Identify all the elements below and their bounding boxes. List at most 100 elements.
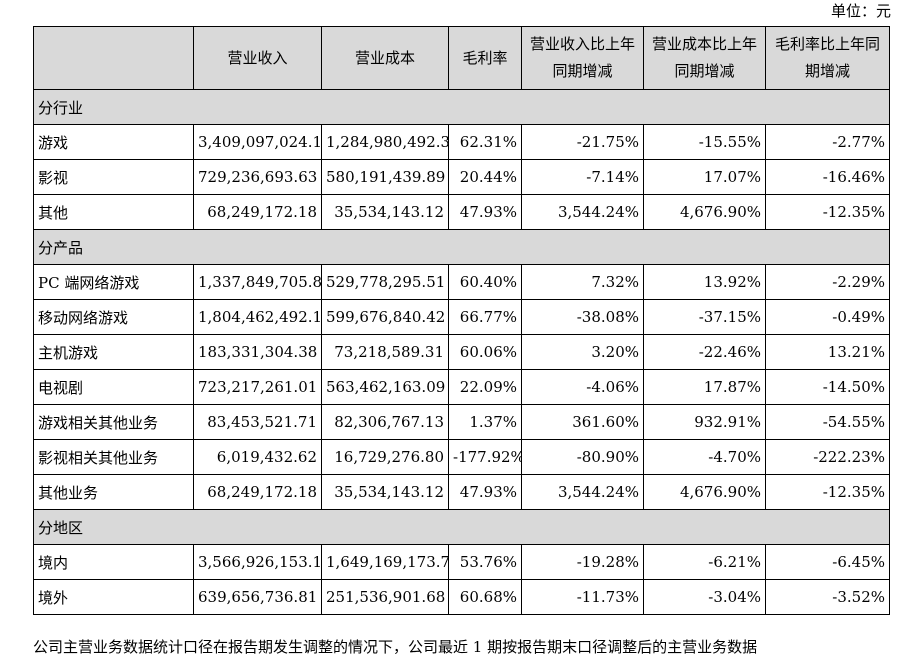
table-cell: -54.55% bbox=[765, 404, 890, 440]
table-cell: 68,249,172.18 bbox=[193, 194, 322, 230]
column-header: 毛利率 bbox=[448, 26, 522, 90]
row-label: 游戏 bbox=[33, 124, 194, 160]
table-cell: 1,337,849,705.84 bbox=[193, 264, 322, 300]
table-cell: 35,534,143.12 bbox=[321, 194, 449, 230]
table-cell: 723,217,261.01 bbox=[193, 369, 322, 405]
table-cell: 3,544.24% bbox=[521, 474, 644, 510]
table-cell: 68,249,172.18 bbox=[193, 474, 322, 510]
section-title: 分地区 bbox=[33, 509, 890, 545]
row-label: 移动网络游戏 bbox=[33, 299, 194, 335]
table-cell: -6.21% bbox=[643, 544, 766, 580]
row-label: 其他 bbox=[33, 194, 194, 230]
table-row: 移动网络游戏 1,804,462,492.18 599,676,840.42 66.7… bbox=[33, 299, 890, 335]
table-cell: -3.52% bbox=[765, 579, 890, 615]
table-cell: 932.91% bbox=[643, 404, 766, 440]
table-cell: 251,536,901.68 bbox=[321, 579, 449, 615]
table-cell: 1,284,980,492.37 bbox=[321, 124, 449, 160]
table-cell: -4.70% bbox=[643, 439, 766, 475]
table-cell: 361.60% bbox=[521, 404, 644, 440]
table-cell: -19.28% bbox=[521, 544, 644, 580]
table-cell: 4,676.90% bbox=[643, 474, 766, 510]
section-row: 分行业 bbox=[33, 89, 890, 125]
table-cell: -2.77% bbox=[765, 124, 890, 160]
table-row: 境外 639,656,736.81 251,536,901.68 60.68% -11.… bbox=[33, 579, 890, 615]
table-cell: 35,534,143.12 bbox=[321, 474, 449, 510]
row-label: 影视相关其他业务 bbox=[33, 439, 194, 475]
footer-note: 公司主营业务数据统计口径在报告期发生调整的情况下，公司最近 1 期按报告期末口径… bbox=[33, 638, 758, 656]
table-cell: -3.04% bbox=[643, 579, 766, 615]
table-cell: -22.46% bbox=[643, 334, 766, 370]
table-cell: 73,218,589.31 bbox=[321, 334, 449, 370]
table-row: 影视 729,236,693.63 580,191,439.89 20.44% -7.1… bbox=[33, 159, 890, 195]
table-cell: -6.45% bbox=[765, 544, 890, 580]
row-label: 电视剧 bbox=[33, 369, 194, 405]
table-cell: -4.06% bbox=[521, 369, 644, 405]
row-label: 影视 bbox=[33, 159, 194, 195]
table-cell: 82,306,767.13 bbox=[321, 404, 449, 440]
table-cell: -177.92% bbox=[448, 439, 522, 475]
table-cell: 13.21% bbox=[765, 334, 890, 370]
table-cell: 47.93% bbox=[448, 194, 522, 230]
table-cell: 3.20% bbox=[521, 334, 644, 370]
revenue-breakdown-table: 营业收入 营业成本 毛利率 营业收入比上年 同期增减 营业成本比上年 同期增减 毛利… bbox=[33, 26, 890, 615]
table-cell: 83,453,521.71 bbox=[193, 404, 322, 440]
table-cell: -11.73% bbox=[521, 579, 644, 615]
table-cell: -0.49% bbox=[765, 299, 890, 335]
row-label: 其他业务 bbox=[33, 474, 194, 510]
table-cell: 580,191,439.89 bbox=[321, 159, 449, 195]
table-cell: 66.77% bbox=[448, 299, 522, 335]
table-cell: 16,729,276.80 bbox=[321, 439, 449, 475]
table-cell: -80.90% bbox=[521, 439, 644, 475]
table-cell: 47.93% bbox=[448, 474, 522, 510]
column-header: 营业收入 bbox=[193, 26, 322, 90]
table-cell: -12.35% bbox=[765, 194, 890, 230]
table-cell: 1.37% bbox=[448, 404, 522, 440]
table-cell: 3,566,926,153.11 bbox=[193, 544, 322, 580]
table-cell: -14.50% bbox=[765, 369, 890, 405]
unit-label: 单位：元 bbox=[830, 2, 891, 20]
table-cell: 17.87% bbox=[643, 369, 766, 405]
table-cell: -222.23% bbox=[765, 439, 890, 475]
table-row: 游戏相关其他业务 83,453,521.71 82,306,767.13 1.37% 3… bbox=[33, 404, 890, 440]
table-row: 电视剧 723,217,261.01 563,462,163.09 22.09% -4.… bbox=[33, 369, 890, 405]
table-cell: 4,676.90% bbox=[643, 194, 766, 230]
table-cell: 639,656,736.81 bbox=[193, 579, 322, 615]
table-cell: 599,676,840.42 bbox=[321, 299, 449, 335]
table-cell: 3,544.24% bbox=[521, 194, 644, 230]
table-cell: 1,649,169,173.70 bbox=[321, 544, 449, 580]
table-cell: 60.40% bbox=[448, 264, 522, 300]
table-cell: 20.44% bbox=[448, 159, 522, 195]
table-cell: -12.35% bbox=[765, 474, 890, 510]
table-row: 主机游戏 183,331,304.38 73,218,589.31 60.06% 3.2… bbox=[33, 334, 890, 370]
column-header: 毛利率比上年同 期增减 bbox=[765, 26, 890, 90]
table-cell: 60.06% bbox=[448, 334, 522, 370]
table-cell: 7.32% bbox=[521, 264, 644, 300]
section-title: 分行业 bbox=[33, 89, 890, 125]
table-cell: -15.55% bbox=[643, 124, 766, 160]
row-label: PC 端网络游戏 bbox=[33, 264, 194, 300]
row-label: 境外 bbox=[33, 579, 194, 615]
table-cell: 729,236,693.63 bbox=[193, 159, 322, 195]
table-cell: 22.09% bbox=[448, 369, 522, 405]
table-cell: 1,804,462,492.18 bbox=[193, 299, 322, 335]
table-cell: 17.07% bbox=[643, 159, 766, 195]
table-row: 境内 3,566,926,153.11 1,649,169,173.70 53.76%… bbox=[33, 544, 890, 580]
table-cell: -21.75% bbox=[521, 124, 644, 160]
column-header: 营业收入比上年 同期增减 bbox=[521, 26, 644, 90]
table-cell: -16.46% bbox=[765, 159, 890, 195]
table-cell: 6,019,432.62 bbox=[193, 439, 322, 475]
row-label: 境内 bbox=[33, 544, 194, 580]
table-cell: 3,409,097,024.11 bbox=[193, 124, 322, 160]
column-header: 营业成本比上年 同期增减 bbox=[643, 26, 766, 90]
table-row: PC 端网络游戏 1,337,849,705.84 529,778,295.51 60… bbox=[33, 264, 890, 300]
table-cell: 183,331,304.38 bbox=[193, 334, 322, 370]
table-cell: 53.76% bbox=[448, 544, 522, 580]
table-cell: -37.15% bbox=[643, 299, 766, 335]
table-row: 其他业务 68,249,172.18 35,534,143.12 47.93% 3,54… bbox=[33, 474, 890, 510]
table-cell: 62.31% bbox=[448, 124, 522, 160]
column-header bbox=[33, 26, 194, 90]
table-cell: -7.14% bbox=[521, 159, 644, 195]
table-row: 其他 68,249,172.18 35,534,143.12 47.93% 3,544.… bbox=[33, 194, 890, 230]
table-cell: 60.68% bbox=[448, 579, 522, 615]
column-header: 营业成本 bbox=[321, 26, 449, 90]
